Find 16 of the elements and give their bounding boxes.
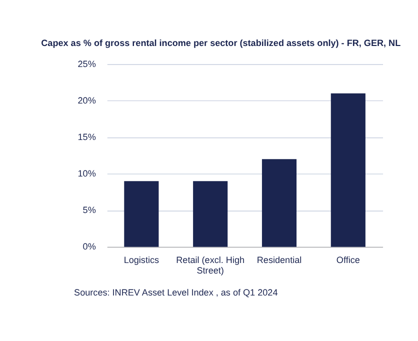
- y-tick-label: 15%: [78, 132, 96, 142]
- bar: [330, 93, 366, 247]
- source-note: Sources: INREV Asset Level Index , as of Q1 2024: [74, 287, 278, 298]
- bar: [262, 159, 297, 247]
- chart-title: Capex as % of gross rental income per sector (stabilized assets only) - FR, GER, NL: [41, 38, 402, 48]
- x-tick-label: Office: [336, 254, 360, 265]
- y-tick-label: 5%: [82, 205, 96, 216]
- x-tick-label: Retail (excl. High Street): [176, 254, 245, 276]
- y-tick-label: 10%: [78, 168, 96, 179]
- y-tick-label: 25%: [78, 59, 96, 70]
- x-tick-label: Logistics: [124, 254, 160, 265]
- bar: [193, 181, 228, 247]
- y-tick-label: 20%: [78, 96, 96, 106]
- x-tick-label: Residential: [256, 254, 302, 265]
- bar: [124, 181, 159, 247]
- y-tick-label: 0%: [82, 242, 96, 252]
